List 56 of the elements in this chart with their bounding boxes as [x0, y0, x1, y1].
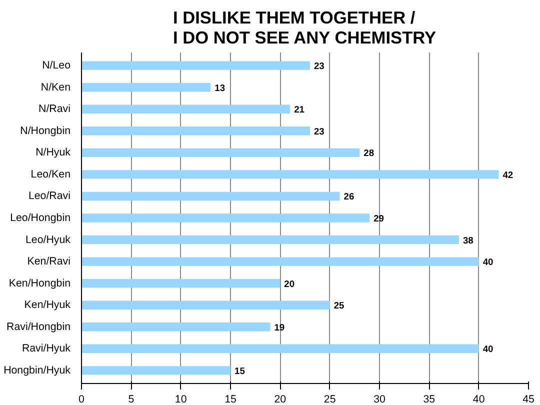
y-tick-label: Ravi/Hyuk: [22, 342, 72, 355]
data-label: 26: [344, 192, 354, 202]
y-tick-label: Leo/Hyuk: [25, 234, 72, 246]
y-tick-label: Hongbin/Hyuk: [4, 364, 72, 376]
x-tick-label: 40: [472, 394, 485, 405]
y-tick-label: Ravi/Hongbin: [6, 320, 71, 333]
y-tick-label: Ken/Hyuk: [24, 299, 72, 312]
data-label: 40: [482, 344, 494, 354]
bar: [82, 104, 290, 114]
bar: [82, 170, 499, 179]
data-label: 40: [482, 257, 494, 268]
data-label: 42: [502, 170, 514, 180]
y-tick-label: N/Ravi: [38, 103, 71, 116]
data-label: 23: [314, 61, 324, 72]
x-tick-label: 10: [174, 394, 187, 405]
bar: [82, 257, 479, 266]
x-tick-label: 35: [423, 394, 436, 405]
x-tick-label: 25: [324, 394, 336, 405]
x-tick-label: 30: [374, 394, 386, 405]
y-tick-label: Leo/Hongbin: [10, 212, 71, 224]
data-label: 38: [462, 235, 474, 246]
data-label: 19: [274, 322, 285, 332]
bar: [82, 278, 280, 288]
bar: [82, 300, 330, 310]
data-label: 20: [284, 278, 295, 289]
data-label: 15: [234, 366, 245, 376]
y-tick-label: Ken/Hongbin: [8, 277, 71, 290]
bar: [82, 235, 459, 244]
bar: [82, 126, 310, 136]
x-tick-label: 45: [522, 394, 534, 405]
bar: [82, 82, 211, 92]
y-tick-label: Leo/Ravi: [28, 190, 71, 202]
bar: [82, 344, 479, 354]
x-tick-label: 20: [274, 394, 286, 405]
data-label: 29: [374, 214, 384, 224]
y-tick-label: N/Ken: [40, 81, 71, 94]
bar: [82, 214, 370, 222]
y-tick-label: Ken/Ravi: [27, 256, 71, 268]
data-label: 25: [334, 300, 344, 311]
data-label: 28: [364, 148, 374, 158]
bar: [82, 192, 340, 201]
bar: [82, 322, 270, 332]
bar: [82, 366, 230, 375]
y-tick-label: N/Leo: [42, 60, 71, 72]
data-label: 21: [294, 104, 304, 115]
x-tick-label: 5: [128, 394, 134, 405]
y-tick-label: N/Hyuk: [36, 146, 72, 159]
bar: [82, 148, 360, 158]
x-tick-label: 15: [224, 394, 236, 405]
bar: [82, 61, 310, 70]
data-label: 23: [314, 126, 324, 136]
y-tick-label: N/Hongbin: [20, 124, 71, 137]
chart-title: I DISLIKE THEM TOGETHER / I DO NOT SEE ANY CHEMISTRY: [172, 8, 437, 48]
y-tick-label: Leo/Ken: [30, 168, 71, 180]
data-label: 13: [214, 82, 226, 93]
x-tick-label: 0: [78, 394, 85, 405]
